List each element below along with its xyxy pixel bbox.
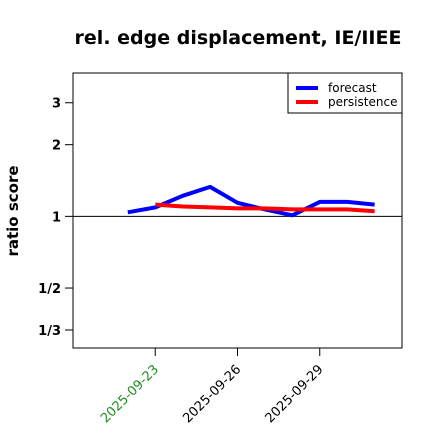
legend: forecast persistence (287, 72, 403, 114)
legend-label-forecast: forecast (328, 81, 377, 95)
series-layer (127, 184, 375, 218)
y-axis-label: ratio score (4, 165, 22, 256)
series-line-forecast (127, 184, 375, 218)
x-tick-label: 2025-09-29 (263, 362, 327, 426)
y-tick-label: 3 (52, 97, 61, 112)
chart-title: rel. edge displacement, IE/IIEE (75, 27, 402, 49)
y-tick-label: 2 (52, 139, 61, 154)
x-tick-label: 2025-09-23 (98, 362, 162, 426)
y-axis: 1/3 1/2 1 2 3 (38, 97, 73, 339)
y-tick-label: 1/2 (38, 282, 61, 297)
plot-area (72, 72, 403, 349)
x-axis: 2025-09-23 2025-09-26 2025-09-29 (98, 348, 327, 426)
y-tick-label: 1/3 (38, 324, 61, 339)
x-tick-label: 2025-09-26 (180, 362, 244, 426)
legend-box (287, 72, 403, 114)
legend-label-persistence: persistence (328, 95, 397, 109)
series-line-persistence (155, 202, 375, 214)
y-tick-label: 1 (52, 210, 61, 225)
